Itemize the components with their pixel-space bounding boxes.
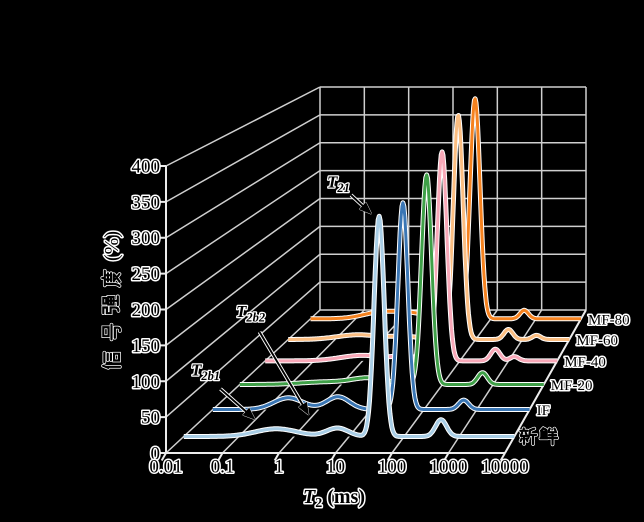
svg-text:350: 350 [132,192,161,213]
svg-text:(%): (%) [101,231,123,261]
svg-text:T2 (ms): T2 (ms) [303,486,365,511]
svg-text:10: 10 [326,457,345,478]
svg-text:100: 100 [132,372,161,393]
svg-text:10000: 10000 [481,457,529,478]
svg-text:1000: 1000 [430,457,468,478]
svg-text:T2 (ms): T2 (ms) [303,486,365,511]
svg-text:0: 0 [151,444,161,465]
svg-text:1000: 1000 [430,457,468,478]
svg-text:400: 400 [132,157,161,178]
svg-text:IF: IF [537,403,550,419]
svg-text:100: 100 [378,457,407,478]
svg-text:400: 400 [132,157,161,178]
svg-text:(%): (%) [101,231,123,261]
svg-text:MF-40: MF-40 [564,354,606,370]
svg-text:10000: 10000 [481,457,529,478]
svg-text:0.01: 0.01 [149,457,182,478]
svg-text:100: 100 [378,457,407,478]
svg-text:0.1: 0.1 [211,457,235,478]
svg-text:MF-40: MF-40 [564,354,606,370]
svg-text:MF-20: MF-20 [551,378,593,394]
svg-text:300: 300 [132,228,161,249]
svg-text:150: 150 [132,336,161,357]
svg-text:50: 50 [141,408,160,429]
svg-text:1: 1 [274,457,284,478]
svg-text:300: 300 [132,228,161,249]
svg-text:MF-60: MF-60 [576,333,618,349]
svg-text:50: 50 [141,408,160,429]
svg-text:MF-60: MF-60 [576,333,618,349]
svg-text:0.1: 0.1 [211,457,235,478]
svg-text:MF-80: MF-80 [588,312,630,328]
svg-text:250: 250 [132,264,161,285]
svg-text:MF-80: MF-80 [588,312,630,328]
svg-text:IF: IF [537,403,550,419]
svg-text:0.01: 0.01 [149,457,182,478]
svg-text:0: 0 [151,444,161,465]
svg-text:1: 1 [274,457,284,478]
svg-text:200: 200 [132,300,161,321]
svg-text:150: 150 [132,336,161,357]
svg-text:10: 10 [326,457,345,478]
svg-text:100: 100 [132,372,161,393]
svg-text:200: 200 [132,300,161,321]
svg-text:250: 250 [132,264,161,285]
svg-text:350: 350 [132,192,161,213]
svg-text:MF-20: MF-20 [551,378,593,394]
